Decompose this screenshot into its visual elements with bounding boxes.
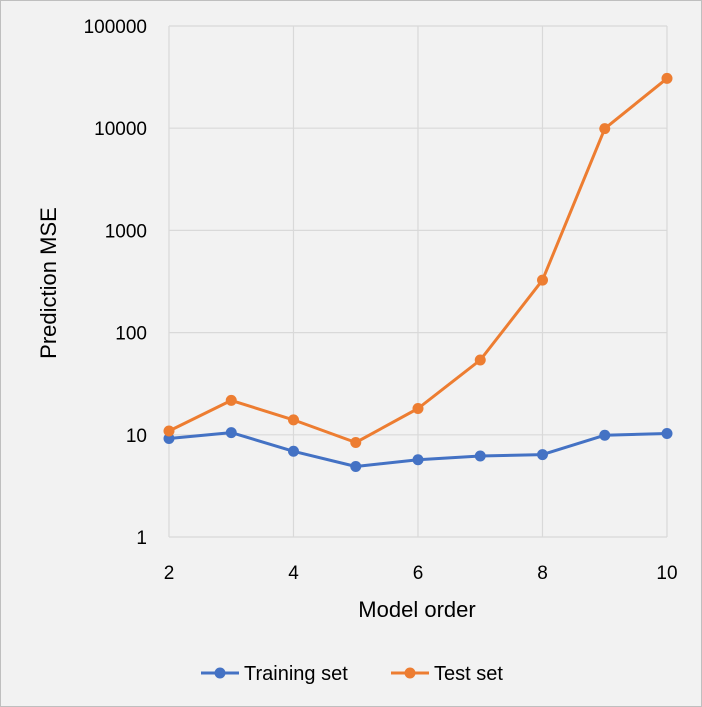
data-point: [412, 454, 424, 466]
legend-item: Training set: [201, 663, 348, 685]
data-point: [537, 274, 548, 286]
y-tick-labels: 1 10 100 1000 10000 100000: [84, 17, 147, 549]
y-tick-label: 1: [136, 528, 147, 549]
x-axis-title: Model order: [358, 597, 475, 622]
data-point: [537, 449, 548, 461]
legend: Training set Test set: [201, 663, 503, 685]
data-point: [474, 354, 486, 366]
x-tick-labels: 2 4 6 8 10: [164, 563, 678, 584]
data-point: [225, 427, 237, 439]
data-point: [599, 123, 611, 135]
data-point: [350, 460, 362, 472]
data-point: [163, 425, 175, 437]
data-point: [412, 402, 424, 414]
y-axis-title: Prediction MSE: [36, 207, 61, 359]
data-point: [163, 433, 175, 445]
series-test: [163, 72, 673, 449]
legend-marker: [404, 667, 416, 679]
y-tick-label: 10: [126, 426, 147, 447]
series-training: [163, 427, 673, 472]
legend-marker: [214, 667, 226, 679]
legend-item: Test set: [391, 663, 503, 685]
x-tick-label: 10: [656, 563, 677, 584]
y-tick-label: 10000: [94, 119, 147, 140]
legend-label: Test set: [434, 663, 503, 685]
legend-label: Training set: [244, 663, 348, 685]
x-tick-label: 2: [164, 563, 175, 584]
data-point: [599, 429, 611, 441]
data-point: [288, 414, 299, 426]
data-point: [288, 445, 299, 457]
x-tick-label: 4: [288, 563, 299, 584]
series-lines: [163, 72, 673, 472]
data-point: [350, 437, 362, 449]
data-point: [661, 72, 673, 84]
y-tick-label: 100000: [84, 17, 147, 38]
x-tick-label: 8: [537, 563, 548, 584]
y-tick-label: 1000: [105, 221, 147, 242]
x-tick-label: 6: [413, 563, 424, 584]
data-point: [474, 450, 486, 462]
y-tick-label: 100: [115, 324, 147, 345]
data-point: [661, 427, 673, 439]
data-point: [225, 394, 237, 406]
